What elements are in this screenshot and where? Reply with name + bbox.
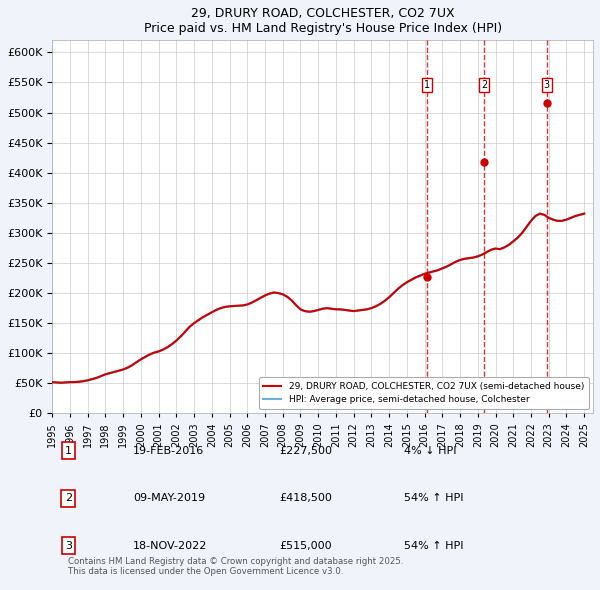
Text: Contains HM Land Registry data © Crown copyright and database right 2025.
This d: Contains HM Land Registry data © Crown c…: [68, 557, 404, 576]
Legend: 29, DRURY ROAD, COLCHESTER, CO2 7UX (semi-detached house), HPI: Average price, s: 29, DRURY ROAD, COLCHESTER, CO2 7UX (sem…: [259, 378, 589, 409]
Title: 29, DRURY ROAD, COLCHESTER, CO2 7UX
Price paid vs. HM Land Registry's House Pric: 29, DRURY ROAD, COLCHESTER, CO2 7UX Pric…: [143, 7, 502, 35]
Text: 1: 1: [424, 80, 430, 90]
Text: £515,000: £515,000: [280, 541, 332, 550]
Text: 09-MAY-2019: 09-MAY-2019: [133, 493, 205, 503]
Text: 3: 3: [544, 80, 550, 90]
Text: 3: 3: [65, 541, 72, 550]
Text: 1: 1: [65, 446, 72, 455]
Text: 18-NOV-2022: 18-NOV-2022: [133, 541, 208, 550]
Text: 54% ↑ HPI: 54% ↑ HPI: [404, 493, 463, 503]
Text: 19-FEB-2016: 19-FEB-2016: [133, 446, 205, 455]
Text: 2: 2: [481, 80, 487, 90]
Text: 4% ↓ HPI: 4% ↓ HPI: [404, 446, 456, 455]
Text: £418,500: £418,500: [280, 493, 332, 503]
Text: 54% ↑ HPI: 54% ↑ HPI: [404, 541, 463, 550]
Text: 2: 2: [65, 493, 72, 503]
Text: £227,500: £227,500: [280, 446, 332, 455]
